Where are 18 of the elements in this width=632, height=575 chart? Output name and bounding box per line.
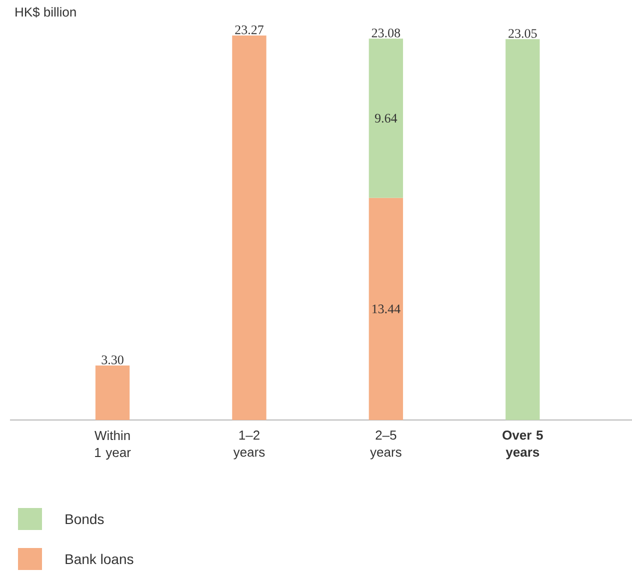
data-label: 13.44: [372, 304, 400, 314]
bar: [368, 38, 404, 198]
data-label: 9.64: [374, 114, 398, 123]
data-label: 3.30: [102, 355, 124, 364]
bar: [232, 35, 266, 420]
x-tick-label: 1–2 years: [233, 430, 265, 460]
x-tick-label: 2–5 years: [370, 430, 402, 460]
bar: [506, 39, 540, 420]
data-label: 23.05: [508, 29, 537, 38]
x-tick-label: Over 5 years: [502, 430, 543, 460]
legend-label: Bonds: [66, 514, 104, 524]
legend-label: Bank loans: [66, 554, 134, 564]
y-axis-title: HK$ billion: [16, 6, 76, 18]
bar: [368, 198, 404, 420]
bar: [95, 365, 130, 420]
total-label: 23.08: [372, 28, 400, 38]
x-tick-label: Within 1 year: [94, 430, 131, 460]
data-label: 23.27: [235, 25, 264, 34]
